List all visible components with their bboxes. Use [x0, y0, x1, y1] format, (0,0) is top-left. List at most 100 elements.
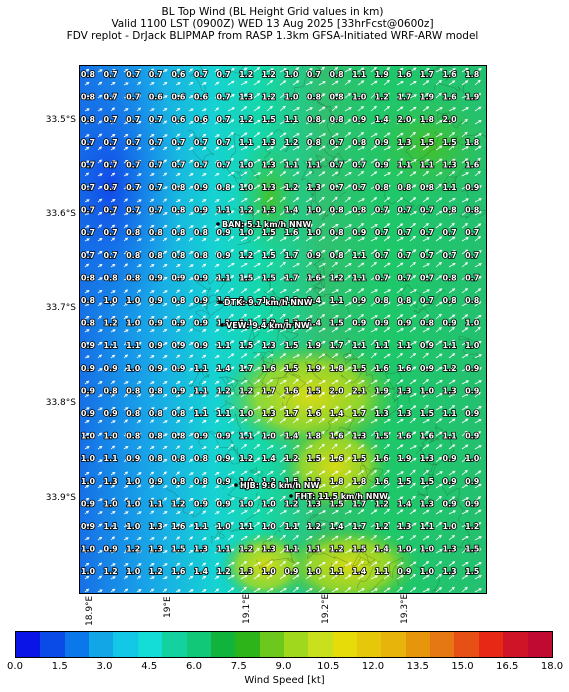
wind-arrow — [357, 405, 365, 411]
grid-value: 1.3 — [262, 138, 276, 147]
wind-arrow — [370, 457, 378, 463]
wind-arrow — [227, 443, 234, 450]
wind-arrow — [357, 391, 365, 398]
wind-arrow — [474, 263, 482, 268]
grid-value: 1.1 — [217, 409, 232, 418]
grid-value: 1.2 — [104, 567, 118, 576]
wind-arrow — [357, 237, 366, 242]
wind-arrow — [110, 302, 116, 307]
wind-arrow — [474, 575, 482, 580]
grid-values: 0.8 0.7 0.7 0.7 0.6 0.7 0.7 1.2 1.2 1.0 0.7 0.8 1.1 1… — [80, 69, 480, 577]
grid-value: 1.2 — [239, 386, 253, 395]
wind-arrow — [201, 186, 207, 190]
grid-value: 0.8 — [126, 386, 141, 395]
wind-arrow — [435, 92, 442, 99]
wind-arrow — [123, 277, 129, 281]
wind-arrow — [136, 563, 142, 567]
wind-arrow — [344, 302, 352, 307]
wind-arrow — [136, 68, 142, 73]
wind-arrow — [84, 549, 90, 554]
wind-arrow — [448, 404, 456, 411]
grid-value: 0.9 — [81, 364, 96, 373]
wind-arrow — [214, 432, 220, 437]
grid-value: 0.9 — [217, 251, 232, 260]
wind-arrow — [175, 289, 181, 294]
wind-arrow — [201, 406, 207, 411]
wind-arrow — [136, 342, 142, 346]
grid-value: 0.9 — [126, 454, 141, 463]
wind-arrow — [149, 368, 155, 372]
wind-arrow — [188, 472, 194, 476]
wind-arrow — [292, 146, 300, 151]
wind-arrow — [331, 302, 340, 307]
wind-arrow — [331, 67, 339, 73]
wind-arrow — [461, 327, 469, 333]
wind-map[interactable]: 0.8 0.7 0.7 0.7 0.6 0.7 0.7 1.2 1.2 1.0 0.7 0.8 1.1 1… — [79, 65, 487, 594]
colorbar-segment — [235, 632, 260, 657]
wind-arrow — [110, 576, 116, 580]
grid-value: 1.2 — [375, 499, 389, 508]
wind-arrow — [383, 209, 391, 216]
wind-arrow — [331, 133, 339, 138]
wind-arrow — [149, 550, 155, 554]
wind-arrow — [97, 108, 103, 112]
wind-arrow — [266, 484, 275, 489]
wind-arrow — [435, 471, 443, 476]
wind-arrow — [318, 484, 326, 489]
grid-value: 0.8 — [420, 319, 435, 328]
grid-value: 1.1 — [104, 454, 119, 463]
wind-arrow — [123, 237, 129, 242]
wind-arrow — [84, 497, 90, 502]
wind-arrow — [344, 236, 352, 242]
wind-arrow — [188, 315, 194, 320]
wind-arrow — [357, 184, 365, 190]
grid-value: 1.0 — [465, 454, 480, 463]
grid-value: 0.7 — [397, 273, 411, 282]
grid-value: 1.0 — [217, 522, 232, 531]
wind-arrow — [149, 316, 155, 320]
wind-arrow — [383, 432, 391, 437]
wind-arrow — [409, 352, 417, 359]
wind-arrow — [97, 536, 103, 541]
wind-arrow — [435, 406, 443, 411]
wind-arrow — [448, 80, 456, 86]
wind-arrow — [383, 197, 391, 203]
grid-value: 0.7 — [171, 138, 185, 147]
grid-value: 0.8 — [171, 183, 186, 192]
contour-line — [229, 66, 247, 75]
grid-value: 1.6 — [307, 409, 322, 418]
wind-arrow — [84, 251, 90, 255]
grid-value: 1.3 — [194, 545, 208, 554]
wind-arrow — [227, 171, 235, 177]
wind-arrow — [331, 535, 339, 541]
wind-arrow — [474, 198, 482, 203]
contour-line — [319, 414, 355, 436]
wind-arrow — [149, 82, 155, 86]
wind-arrow — [279, 588, 287, 593]
wind-arrow — [305, 224, 313, 229]
wind-arrow — [318, 81, 326, 86]
wind-arrow — [435, 171, 443, 177]
wind-arrow — [318, 391, 325, 398]
wind-arrow — [331, 249, 339, 255]
wind-arrow — [305, 510, 313, 515]
wind-arrow — [162, 381, 168, 385]
grid-value: 1.8 — [330, 477, 345, 486]
grid-value: 1.1 — [194, 409, 209, 418]
wind-arrow — [97, 368, 103, 372]
wind-arrow — [318, 548, 326, 554]
wind-arrow — [214, 199, 220, 203]
contour-line — [449, 132, 486, 147]
wind-arrow — [305, 483, 313, 489]
wind-arrow — [422, 404, 429, 411]
wind-arrow — [292, 158, 300, 164]
wind-arrow — [461, 393, 469, 398]
grid-value: 0.8 — [149, 409, 164, 418]
grid-value: 0.9 — [443, 319, 458, 328]
grid-value: 1.2 — [262, 319, 276, 328]
wind-arrow — [123, 446, 129, 450]
grid-value: 0.9 — [149, 319, 164, 328]
wind-arrow — [214, 575, 220, 580]
wind-arrow — [149, 251, 155, 255]
wind-arrow — [201, 329, 207, 333]
